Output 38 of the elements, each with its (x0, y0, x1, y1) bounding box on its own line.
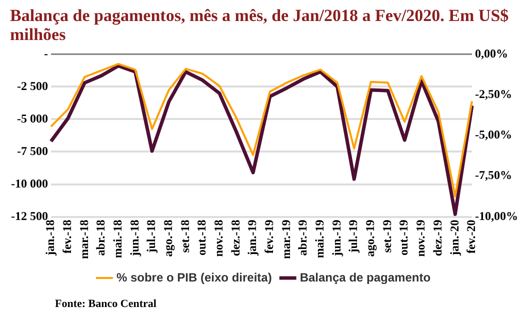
y2-tick-label: 0,00% (475, 46, 508, 60)
x-tick-label: nov.-19 (414, 220, 428, 257)
x-tick-label: ago.-19 (363, 220, 378, 257)
x-tick-label: mar.-18 (76, 220, 91, 259)
y-tick-label: -2 500 (16, 78, 48, 93)
x-tick-label: out.-18 (194, 220, 209, 256)
y2-tick-label: -5,00% (475, 128, 512, 142)
x-tick-label: set.-18 (178, 220, 192, 253)
source-note: Fonte: Banco Central (54, 298, 158, 310)
y2-tick-label: -2,50% (475, 86, 512, 101)
x-tick-label: out.-19 (396, 220, 411, 256)
y-tick-label: -7 500 (16, 144, 48, 158)
x-tick-label: jun.-18 (127, 220, 142, 258)
x-tick-label: mai.-19 (312, 220, 327, 258)
x-tick-label: ago.-18 (160, 220, 175, 257)
x-tick-label: jan.-20 (447, 220, 462, 256)
x-tick-label: abr.-19 (296, 220, 310, 256)
y-tick-label: - (44, 46, 48, 60)
legend-label: % sobre o PIB (eixo direita) (116, 270, 272, 284)
y2-tick-label: -7,50% (475, 168, 512, 182)
legend-label: Balança de pagamento (300, 270, 431, 284)
x-tick-label: mar.-19 (278, 220, 293, 259)
y-tick-label: -5 000 (16, 111, 48, 126)
x-tick-label: nov.-18 (211, 220, 226, 257)
x-tick-label: fev.-19 (262, 220, 276, 254)
x-tick-label: jan.-19 (245, 220, 260, 256)
chart-title: Balança de pagamentos, mês a mês, de Jan/2018 a Fev/2020. Em US$ milhões (9, 5, 510, 44)
y-tick-label: -10 000 (10, 176, 48, 190)
x-tick-label: fev.-18 (60, 220, 74, 254)
x-tick-label: abr.-18 (94, 220, 108, 256)
x-tick-label: dez.-19 (430, 220, 444, 256)
x-tick-label: mai.-18 (110, 220, 124, 258)
x-tick-label: dez.-18 (228, 220, 242, 256)
x-tick-label: jul.-19 (346, 220, 360, 254)
x-tick-label: jun.-19 (329, 220, 344, 258)
x-tick-label: jul.-18 (144, 220, 158, 254)
x-tick-label: set.-19 (380, 220, 394, 253)
x-tick-label: jan.-18 (43, 220, 58, 256)
